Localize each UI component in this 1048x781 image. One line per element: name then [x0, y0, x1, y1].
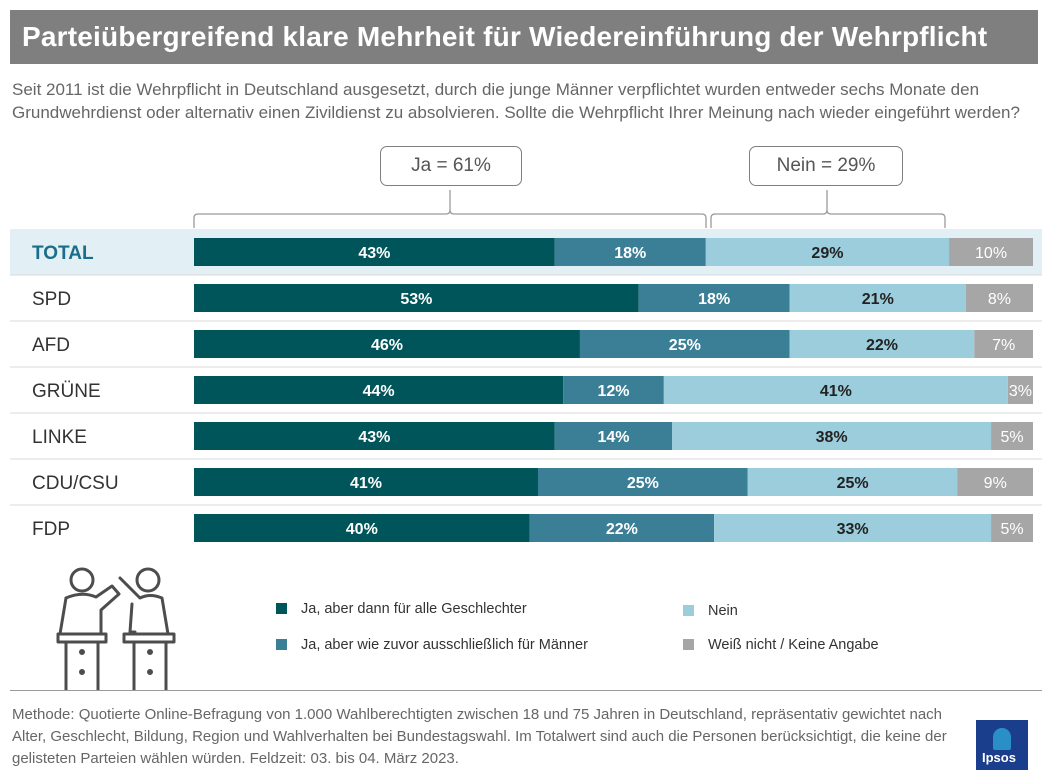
data-label: 8%	[988, 291, 1011, 308]
data-label: 25%	[669, 337, 701, 354]
logo-mark	[993, 728, 1011, 750]
ja-brace	[193, 209, 707, 228]
legend-label: Weiß nicht / Keine Angabe	[708, 637, 879, 653]
legend-swatch	[276, 639, 287, 650]
category-label: GRÜNE	[32, 381, 101, 402]
data-label: 44%	[363, 383, 395, 400]
bar-segment	[747, 468, 958, 496]
chart-title: Parteiübergreifend klare Mehrheit für Wi…	[10, 10, 1038, 64]
stacked-bar-chart: TOTAL 43% 18% 29% 10% SPD 53% 18% 21% 8% AFD 46% 25%…	[10, 190, 1042, 690]
footer-divider	[10, 690, 1042, 691]
category-label: TOTAL	[32, 243, 94, 264]
bar-segment	[194, 514, 530, 542]
data-label: 18%	[614, 245, 646, 262]
bar-segment	[537, 468, 748, 496]
two-people-debate-icon	[56, 567, 176, 690]
legend-item-nein: Nein	[683, 603, 738, 619]
data-label: 14%	[597, 429, 629, 446]
bar-segment	[194, 284, 639, 312]
data-label: 29%	[811, 245, 843, 262]
survey-question: Seit 2011 ist die Wehrpflicht in Deutsch…	[12, 80, 1020, 122]
data-label: 41%	[350, 475, 382, 492]
data-label: 38%	[816, 429, 848, 446]
data-label: 21%	[862, 291, 894, 308]
bar-segment	[991, 422, 1033, 450]
data-label: 41%	[820, 383, 852, 400]
data-label: 43%	[358, 245, 390, 262]
data-label: 33%	[837, 521, 869, 538]
legend-swatch	[683, 639, 694, 650]
data-label: 25%	[837, 475, 869, 492]
data-label: 5%	[1000, 429, 1023, 446]
nein-total-callout: Nein = 29%	[749, 146, 903, 186]
bar-segment	[194, 238, 555, 266]
data-label: 7%	[992, 337, 1015, 354]
category-label: AFD	[32, 335, 70, 356]
bar-segment	[672, 422, 992, 450]
bar-segment	[194, 468, 538, 496]
bar-segment	[638, 284, 790, 312]
category-label: LINKE	[32, 427, 87, 448]
bar-segment	[974, 330, 1033, 358]
data-label: 10%	[975, 245, 1007, 262]
legend-item-weiss-nicht: Weiß nicht / Keine Angabe	[683, 637, 879, 653]
legend-label: Nein	[708, 603, 738, 619]
ipsos-logo: Ipsos	[976, 720, 1028, 770]
category-label: FDP	[32, 519, 70, 540]
legend-swatch	[683, 605, 694, 616]
data-label: 40%	[346, 521, 378, 538]
data-label: 46%	[371, 337, 403, 354]
legend-label: Ja, aber wie zuvor ausschließlich für Mä…	[301, 637, 588, 653]
data-label: 25%	[627, 475, 659, 492]
legend-item-ja-maenner: Ja, aber wie zuvor ausschließlich für Mä…	[276, 637, 588, 653]
data-label: 9%	[984, 475, 1007, 492]
data-label: 22%	[606, 521, 638, 538]
methodology-note: Methode: Quotierte Online-Befragung von …	[12, 706, 947, 767]
bar-segment	[563, 376, 664, 404]
bar-segment	[789, 284, 966, 312]
bar-segment	[194, 422, 555, 450]
legend-item-ja-alle: Ja, aber dann für alle Geschlechter	[276, 601, 527, 617]
bar-segment	[194, 330, 580, 358]
bar-segment	[554, 238, 706, 266]
data-label: 43%	[358, 429, 390, 446]
bar-segment	[663, 376, 1008, 404]
category-label: CDU/CSU	[32, 473, 119, 494]
bar-segment	[957, 468, 1033, 496]
data-label: 3%	[1009, 383, 1032, 400]
data-label: 53%	[400, 291, 432, 308]
legend-label: Ja, aber dann für alle Geschlechter	[301, 601, 527, 617]
data-label: 18%	[698, 291, 730, 308]
bar-segment	[194, 376, 564, 404]
data-label: 5%	[1000, 521, 1023, 538]
nein-brace	[710, 209, 946, 228]
bar-segment	[965, 284, 1033, 312]
category-label: SPD	[32, 289, 71, 310]
bar-segment	[705, 238, 950, 266]
bar-segment	[579, 330, 790, 358]
bar-segment	[1007, 376, 1033, 404]
data-label: 12%	[597, 383, 629, 400]
bar-segment	[714, 514, 992, 542]
data-label: 22%	[866, 337, 898, 354]
bar-segment	[949, 238, 1033, 266]
bar-segment	[991, 514, 1033, 542]
bar-segment	[789, 330, 975, 358]
legend-swatch	[276, 603, 287, 614]
bar-segment	[529, 514, 715, 542]
bar-segment	[554, 422, 673, 450]
ja-total-callout: Ja = 61%	[380, 146, 522, 186]
logo-text: Ipsos	[982, 750, 1016, 765]
